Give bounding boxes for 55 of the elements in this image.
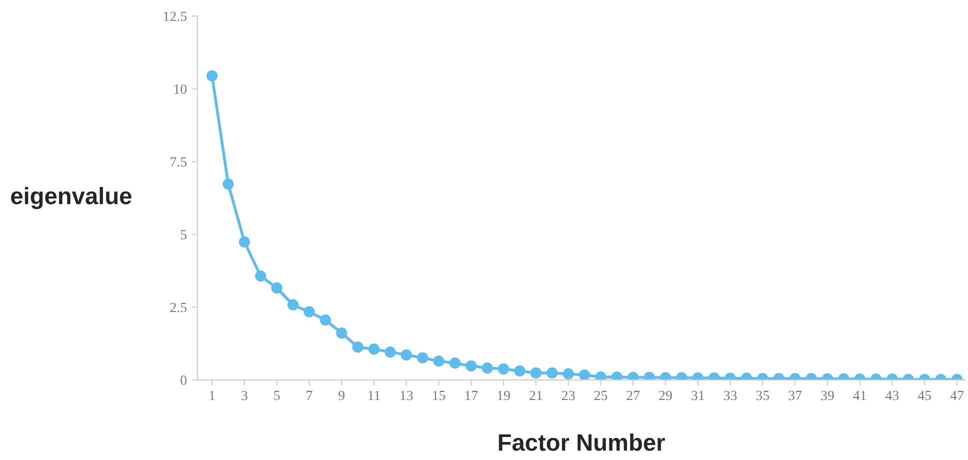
point <box>417 352 428 364</box>
x-tick-label: 43 <box>886 390 899 400</box>
point <box>514 365 526 376</box>
x-tick-label: 19 <box>498 390 510 400</box>
y-tick-label: 2.5 <box>170 302 187 312</box>
x-axis-title: Factor Number <box>498 434 665 451</box>
point <box>352 342 364 353</box>
point <box>482 362 493 374</box>
x-tick-label: 47 <box>950 390 964 400</box>
x-tick-label: 25 <box>594 390 608 400</box>
point <box>255 270 266 282</box>
y-tick-label: 7.5 <box>170 157 187 167</box>
point <box>578 369 590 380</box>
x-tick-label: 21 <box>530 390 542 400</box>
point <box>271 282 282 294</box>
x-tick-label: 35 <box>756 390 770 400</box>
point <box>287 299 299 310</box>
y-axis-title: eigenvalue <box>11 186 132 210</box>
x-tick-label: 45 <box>918 390 932 400</box>
point <box>384 346 396 358</box>
point <box>304 306 315 318</box>
x-tick-label: 41 <box>853 390 866 400</box>
x-tick-label: 11 <box>368 390 380 400</box>
y-tick-label: 0 <box>180 376 187 385</box>
point <box>336 328 348 339</box>
point <box>400 349 412 360</box>
x-tick-label: 13 <box>400 390 413 400</box>
x-tick-label: 17 <box>465 390 478 400</box>
point <box>466 360 477 372</box>
x-tick-label: 29 <box>659 390 672 400</box>
x-tick-label: 39 <box>821 390 834 400</box>
x-tick-label: 7 <box>306 390 312 400</box>
x-tick-label: 15 <box>433 390 446 400</box>
point <box>530 367 542 379</box>
x-tick-label: 33 <box>724 390 737 400</box>
x-tick-label: 31 <box>692 390 704 400</box>
x-tick-label: 37 <box>788 390 802 400</box>
point <box>222 178 234 190</box>
y-tick-label: 12.5 <box>164 12 187 22</box>
point <box>320 314 331 326</box>
point <box>238 236 250 248</box>
point <box>546 367 558 379</box>
x-tick-label: 3 <box>242 390 248 400</box>
x-tick-label: 27 <box>626 390 640 400</box>
y-tick-label: 10 <box>174 84 187 94</box>
x-tick-label: 1 <box>210 390 215 400</box>
x-tick-label: 9 <box>338 390 345 400</box>
point <box>449 358 461 369</box>
x-tick-label: 23 <box>562 390 575 400</box>
point <box>433 355 444 367</box>
point <box>368 344 380 355</box>
point <box>562 368 574 380</box>
point <box>498 363 510 374</box>
y-tick-label: 5 <box>180 230 187 240</box>
x-tick-label: 5 <box>274 390 280 400</box>
